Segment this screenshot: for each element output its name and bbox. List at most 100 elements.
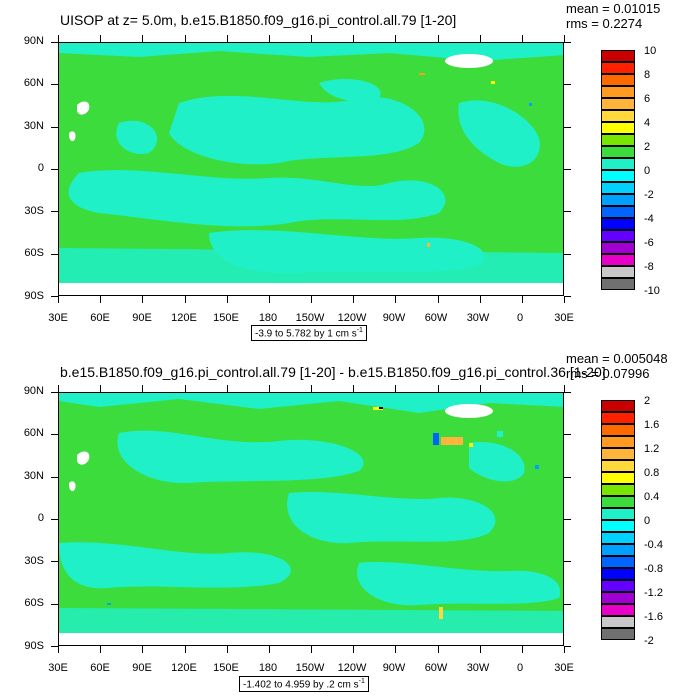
ytick-label: 0 xyxy=(37,162,44,174)
contour-info-box: -1.402 to 4.959 by .2 cm s-1 xyxy=(239,676,369,693)
colorbar-swatch xyxy=(601,218,635,230)
y-tick-mark xyxy=(51,434,58,436)
ytick-label: 60N xyxy=(23,427,44,439)
colorbar-swatch xyxy=(601,532,635,544)
x-tick-mark xyxy=(184,296,186,303)
colorbar-swatch xyxy=(601,254,635,266)
ytick-label: 90S xyxy=(24,640,44,652)
x-tick-mark xyxy=(311,385,312,392)
y-tick-mark xyxy=(564,296,571,297)
xtick-label: 60W xyxy=(424,662,448,674)
y-tick-mark xyxy=(564,561,571,563)
colorbar-swatch xyxy=(601,568,635,580)
colorbar-swatch xyxy=(601,592,635,604)
y-tick-mark xyxy=(564,42,571,43)
land-mask xyxy=(59,54,563,295)
x-tick-mark xyxy=(311,296,312,303)
ytick-label: 30N xyxy=(23,470,44,482)
x-tick-mark xyxy=(479,296,481,303)
y-tick-mark xyxy=(564,126,571,128)
colorbar-swatch xyxy=(601,158,635,170)
y-tick-mark xyxy=(564,169,571,170)
colorbar-label: 0.8 xyxy=(644,467,660,479)
xtick-label: 150E xyxy=(213,312,239,324)
contour-info-text: -1.402 to 4.959 by .2 cm s xyxy=(243,679,359,691)
xtick-label: 30W xyxy=(466,662,490,674)
colorbar xyxy=(601,400,635,640)
colorbar-swatch xyxy=(601,472,635,484)
x-tick-mark xyxy=(437,646,439,653)
colorbar-swatch xyxy=(601,580,635,592)
plot-title: b.e15.B1850.f09_g16.pi_control.all.79 [1… xyxy=(60,364,606,380)
xtick-label: 150W xyxy=(295,662,325,674)
colorbar-swatch xyxy=(601,206,635,218)
xtick-label: 180 xyxy=(258,662,278,674)
colorbar-swatch xyxy=(601,86,635,98)
colorbar-label: 1.2 xyxy=(644,443,660,455)
map-svg xyxy=(59,393,563,645)
x-tick-mark xyxy=(100,35,102,42)
xtick-label: 30E xyxy=(554,312,574,324)
xtick-label: 60E xyxy=(90,662,110,674)
x-tick-mark xyxy=(521,385,523,392)
colorbar-label: 2 xyxy=(644,395,651,407)
x-tick-mark xyxy=(479,35,481,42)
y-tick-mark xyxy=(564,434,571,436)
x-tick-mark xyxy=(437,296,439,303)
colorbar-swatch xyxy=(601,556,635,568)
x-tick-mark xyxy=(184,35,186,42)
xtick-label: 30E xyxy=(48,312,68,324)
colorbar-label: 8 xyxy=(644,69,651,81)
xtick-label: 90W xyxy=(382,662,406,674)
colorbar-swatch xyxy=(601,448,635,460)
colorbar-swatch xyxy=(601,544,635,556)
y-tick-mark xyxy=(564,519,571,520)
x-tick-mark xyxy=(395,646,397,653)
x-tick-mark xyxy=(353,385,355,392)
x-tick-mark xyxy=(58,296,59,303)
colorbar-swatch xyxy=(601,520,635,532)
colorbar-swatch xyxy=(601,242,635,254)
y-tick-mark xyxy=(51,42,58,43)
xtick-label: 120E xyxy=(171,662,197,674)
colorbar-swatch xyxy=(601,230,635,242)
xtick-label: 0 xyxy=(516,662,524,674)
colorbar-swatch xyxy=(601,628,635,640)
xtick-label: 90W xyxy=(382,312,406,324)
ytick-label: 60S xyxy=(24,597,44,609)
x-tick-mark xyxy=(184,385,186,392)
x-tick-mark xyxy=(58,646,59,653)
map-svg xyxy=(59,43,563,295)
x-tick-mark xyxy=(142,296,144,303)
colorbar-swatch xyxy=(601,50,635,62)
x-tick-mark xyxy=(311,646,312,653)
colorbar-swatch xyxy=(601,496,635,508)
colorbar-swatch xyxy=(601,170,635,182)
y-tick-mark xyxy=(564,646,571,647)
x-tick-mark xyxy=(311,35,312,42)
teal-patches xyxy=(59,43,563,283)
x-tick-mark xyxy=(564,646,565,653)
ytick-label: 60N xyxy=(23,77,44,89)
y-tick-mark xyxy=(51,253,58,255)
contour-info-box: -3.9 to 5.782 by 1 cm s-1 xyxy=(251,325,367,342)
colorbar-label: -0.4 xyxy=(644,539,663,551)
y-tick-mark xyxy=(51,603,58,605)
x-tick-mark xyxy=(353,646,355,653)
x-tick-mark xyxy=(142,385,144,392)
xtick-label: 30E xyxy=(48,662,68,674)
y-tick-mark xyxy=(564,603,571,605)
x-tick-mark xyxy=(564,385,565,392)
xtick-label: 30E xyxy=(554,662,574,674)
x-tick-mark xyxy=(395,296,397,303)
teal-patches xyxy=(59,393,563,633)
x-tick-mark xyxy=(268,35,270,42)
x-tick-mark xyxy=(268,385,270,392)
ytick-label: 90S xyxy=(24,290,44,302)
colorbar-swatch xyxy=(601,74,635,86)
colorbar-label: 10 xyxy=(644,45,657,57)
xtick-label: 150E xyxy=(213,662,239,674)
y-tick-mark xyxy=(564,392,571,393)
x-tick-mark xyxy=(226,646,228,653)
y-tick-mark xyxy=(51,646,58,647)
